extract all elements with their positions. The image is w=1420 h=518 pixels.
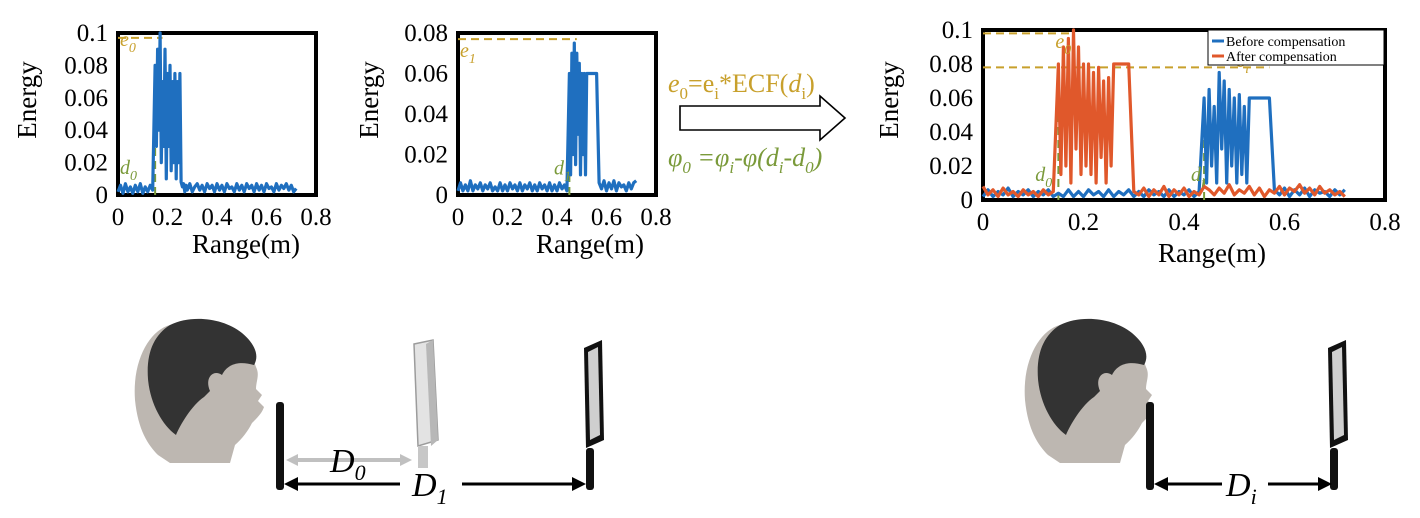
chart1-xtick-label: 0.4 bbox=[201, 204, 233, 231]
chart2-xtick-label: 0.4 bbox=[541, 204, 573, 231]
distance-d1-arrow bbox=[284, 477, 586, 491]
chart2-ytick-label: 0.02 bbox=[404, 142, 448, 169]
legend-box bbox=[1207, 29, 1385, 66]
legend-label-after: After compensation bbox=[1226, 50, 1337, 65]
chart-3-ytick-labels: 0 0.02 0.04 0.06 0.08 0.1 bbox=[929, 17, 973, 214]
distance-di-label: Di bbox=[1225, 467, 1257, 509]
chart3-xtick-label: 0.8 bbox=[1369, 209, 1400, 236]
user-head-illustration-right bbox=[1024, 318, 1154, 463]
distance-d0-label: D0 bbox=[329, 443, 366, 485]
phone-near-right bbox=[1146, 402, 1154, 490]
chart2-xtick-label: 0.2 bbox=[492, 204, 523, 231]
chart3-ytick-label: 0.04 bbox=[929, 119, 973, 146]
distance-d0-arrow bbox=[286, 454, 412, 466]
chart-2-xtick-labels: 0 0.2 0.4 0.6 0.8 bbox=[452, 204, 672, 231]
chart-2-ylabel: Energy bbox=[354, 61, 384, 139]
phone-near bbox=[276, 402, 284, 490]
chart3-ytick-label: 0.08 bbox=[929, 51, 973, 78]
chart-3: 00.020.040.060.080.1 00.20.40.60.8 e0eid… bbox=[874, 17, 1401, 268]
chart1-ytick-label: 0.08 bbox=[64, 52, 108, 79]
chart3-annotation-di: di bbox=[1191, 164, 1205, 191]
chart-1: 00.020.040.060.080.1 0 0.2 0.4 0.6 0.8 e0d0 … bbox=[12, 20, 332, 259]
chart3-xtick-label: 0 bbox=[977, 209, 990, 236]
chart-1-xlabel: Range(m) bbox=[192, 229, 300, 259]
phone-far-right bbox=[1328, 340, 1348, 490]
chart1-xtick-label: 0 bbox=[112, 204, 125, 231]
chart-2-annotations: e1 d1 bbox=[460, 40, 571, 184]
chart-1-ylabel: Energy bbox=[12, 61, 42, 139]
chart1-ytick-label: 0.1 bbox=[77, 20, 108, 47]
energy-formula: e0=ei*ECF(di) bbox=[668, 69, 815, 103]
chart2-ytick-label: 0.06 bbox=[404, 61, 448, 88]
chart2-annotation-d1: d1 bbox=[554, 158, 571, 185]
phase-formula: φ0 =φi-φ(di-d0) bbox=[668, 143, 822, 177]
chart-3-xtick-labels: 0 0.2 0.4 0.6 0.8 bbox=[977, 209, 1401, 236]
chart-1-series bbox=[116, 31, 298, 195]
chart2-ytick-label: 0.08 bbox=[404, 20, 448, 47]
compensation-formula: e0=ei*ECF(di) φ0 =φi-φ(di-d0) bbox=[668, 69, 847, 177]
chart1-xtick-label: 0.2 bbox=[152, 204, 183, 231]
chart3-series-after-compensation bbox=[981, 28, 1346, 199]
chart1-ytick-label: 0.04 bbox=[64, 117, 108, 144]
chart-2-series bbox=[456, 41, 638, 193]
phone-far bbox=[584, 340, 604, 490]
chart-1-xtick-labels: 0 0.2 0.4 0.6 0.8 bbox=[112, 204, 332, 231]
chart-2-ytick-labels: 0 0.02 0.04 0.06 0.08 bbox=[404, 20, 448, 209]
user-head-illustration bbox=[134, 318, 264, 463]
chart3-ytick-label: 0.06 bbox=[929, 85, 973, 112]
chart-1-annotations: e0 d0 bbox=[120, 29, 137, 184]
chart-2-xlabel: Range(m) bbox=[536, 229, 644, 259]
chart3-xtick-label: 0.2 bbox=[1068, 209, 1099, 236]
chart3-xtick-label: 0.6 bbox=[1269, 209, 1300, 236]
chart-3-legend: Before compensation After compensation bbox=[1207, 29, 1385, 66]
scene-left: D0 D1 bbox=[134, 318, 604, 509]
chart2-series-0 bbox=[456, 41, 638, 193]
chart-3-series bbox=[981, 28, 1346, 199]
right-arrow-icon bbox=[679, 94, 847, 142]
chart1-xtick-label: 0.8 bbox=[300, 204, 331, 231]
chart1-annotation-d0: d0 bbox=[120, 157, 137, 184]
chart3-annotation-e0: e0 bbox=[1055, 31, 1071, 58]
chart3-annotation-d0: d0 bbox=[1035, 164, 1052, 191]
legend-label-before: Before compensation bbox=[1226, 35, 1345, 50]
chart3-ytick-label: 0.1 bbox=[942, 17, 973, 44]
chart3-ytick-label: 0.02 bbox=[929, 153, 973, 180]
chart1-ytick-label: 0.06 bbox=[64, 85, 108, 112]
chart2-ytick-label: 0 bbox=[436, 182, 449, 209]
chart1-xtick-label: 0.6 bbox=[251, 204, 282, 231]
chart3-ytick-label: 0 bbox=[961, 187, 974, 214]
phone-middle bbox=[413, 339, 439, 468]
distance-di-arrow bbox=[1154, 477, 1332, 491]
chart3-xtick-label: 0.4 bbox=[1168, 209, 1200, 236]
chart-1-plot-frame bbox=[116, 31, 318, 197]
chart1-annotation-e0: e0 bbox=[120, 29, 136, 56]
chart1-ytick-label: 0.02 bbox=[64, 150, 108, 177]
chart-2: 0 0.02 0.04 0.06 0.08 0 0.2 0.4 0.6 0.8 e1 d1 Ran… bbox=[354, 20, 672, 259]
chart-2-plot-frame bbox=[456, 31, 658, 197]
scene-right: Di bbox=[1024, 318, 1348, 509]
chart-3-ylabel: Energy bbox=[874, 61, 904, 139]
chart-1-ytick-labels: 0 0.02 0.04 0.06 0.08 0.1 bbox=[64, 20, 108, 209]
chart2-xtick-label: 0 bbox=[452, 204, 465, 231]
chart2-ytick-label: 0.04 bbox=[404, 101, 448, 128]
chart1-ytick-label: 0 bbox=[96, 182, 109, 209]
chart2-xtick-label: 0.8 bbox=[640, 204, 671, 231]
chart2-xtick-label: 0.6 bbox=[591, 204, 622, 231]
chart-3-plot-frame bbox=[981, 28, 1387, 202]
distance-d1-label: D1 bbox=[411, 467, 448, 509]
chart2-annotation-e1: e1 bbox=[460, 40, 476, 67]
chart-3-xlabel: Range(m) bbox=[1158, 238, 1266, 268]
chart1-series-0 bbox=[116, 31, 298, 195]
